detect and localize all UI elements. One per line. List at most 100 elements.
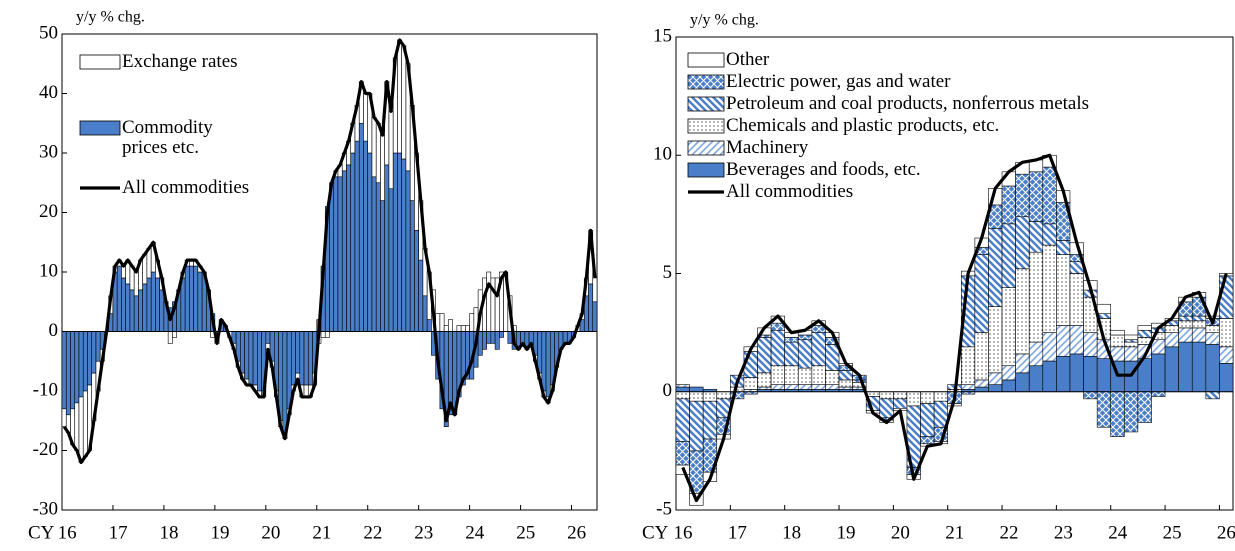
bar-segment (354, 140, 360, 332)
bar-segment (240, 331, 245, 374)
bar-segment (1001, 379, 1016, 393)
y-tick-label: -30 (33, 498, 58, 519)
bar-segment (1096, 358, 1112, 393)
bar-segment (367, 152, 373, 332)
x-tick-label: 24 (465, 522, 485, 543)
bar-segment (1151, 353, 1166, 393)
bar-segment (388, 111, 394, 189)
bar-segment (1178, 315, 1193, 322)
bar-segment (375, 122, 381, 184)
bar-segment (974, 332, 989, 381)
bar-segment (358, 122, 364, 332)
bar-segment (1015, 216, 1030, 270)
bar-segment (974, 379, 989, 388)
bar-segment (409, 200, 415, 332)
bar-segment (129, 289, 135, 332)
bar-segment (439, 313, 445, 332)
legend-swatch (687, 140, 725, 156)
bar-segment (920, 436, 935, 445)
bar-segment (825, 384, 840, 390)
bar-segment (1191, 341, 1207, 393)
bar-segment (1110, 329, 1125, 336)
x-tick-label: 21 (945, 522, 964, 543)
line-series (681, 153, 1228, 503)
bar-segment (1042, 360, 1057, 393)
bar-segment (1137, 325, 1152, 331)
bar-segment (401, 45, 407, 160)
bar-segment (1001, 185, 1016, 225)
y-tick-label: 0 (49, 320, 59, 341)
bar-segment (329, 182, 335, 332)
bar-segment (138, 289, 143, 332)
x-tick-label: 17 (109, 522, 128, 543)
bar-segment (125, 283, 131, 332)
bar-segment (1205, 325, 1220, 333)
bar-segment (494, 331, 500, 350)
bar-segment (1124, 346, 1139, 362)
bar-segment (1042, 332, 1057, 362)
legend-swatch (687, 162, 725, 178)
bar-segment (1205, 344, 1220, 393)
bar-segment (307, 331, 313, 386)
bar-segment (363, 93, 369, 142)
bar-segment (350, 152, 356, 332)
bar-segment (592, 277, 598, 303)
bar-segment (825, 370, 840, 385)
bar-segment (988, 228, 1003, 307)
bar-segment (341, 170, 347, 332)
bar-segment (1028, 171, 1044, 222)
bar-segment (1015, 353, 1030, 374)
bar-segment (405, 170, 411, 332)
bar-segment (592, 301, 598, 332)
bar-segment (252, 331, 258, 386)
bar-segment (159, 289, 165, 332)
bar-segment (675, 398, 690, 442)
legend-label: All commodities (726, 181, 854, 202)
y-tick-label: 10 (39, 260, 58, 281)
bar-segment (82, 331, 88, 392)
y-tick-label: 0 (663, 380, 673, 401)
bar-segment (486, 271, 492, 332)
bar-segment (974, 254, 989, 333)
x-tick-label: 23 (1054, 522, 1073, 543)
bar-segment (716, 391, 731, 400)
bar-segment (1042, 244, 1057, 333)
x-tick-label: 23 (414, 522, 433, 543)
bar-segment (689, 391, 704, 402)
bar-segment (562, 331, 568, 344)
bar-segment (180, 277, 186, 332)
bar-segment (61, 331, 67, 410)
bar-segment (1069, 273, 1084, 326)
bar-segment (906, 391, 921, 407)
bar-segment (1164, 346, 1179, 393)
bar-segment (397, 152, 402, 332)
bar-segment (1205, 391, 1220, 400)
bar-segment (1151, 391, 1166, 397)
bar-segment (346, 164, 352, 332)
bar-segment (167, 331, 173, 344)
bar-segment (303, 331, 309, 386)
bar-segment (825, 344, 840, 371)
bar-segment (290, 331, 296, 386)
legend-swatch (687, 96, 725, 112)
bar-segment (320, 331, 326, 338)
x-tick-label: 25 (516, 522, 535, 543)
bar-segment (388, 188, 394, 332)
bar-segment (1042, 223, 1057, 246)
y-tick-label: 20 (39, 201, 58, 222)
legend-label: Beverages and foods, etc. (726, 159, 921, 180)
bar-segment (248, 331, 254, 386)
bar-segment (1124, 334, 1139, 341)
bar-segment (1056, 355, 1071, 393)
bar-segment (528, 331, 534, 344)
bar-segment (61, 408, 67, 428)
x-tick-label: 22 (363, 522, 382, 543)
bar-segment (78, 331, 84, 398)
bar-segment (920, 403, 935, 437)
bar-segment (784, 337, 799, 343)
bar-segment (1151, 339, 1166, 355)
bar-segment (193, 265, 199, 332)
bar-segment (121, 277, 126, 332)
bar-segment (1219, 346, 1234, 364)
bar-segment (588, 283, 594, 332)
